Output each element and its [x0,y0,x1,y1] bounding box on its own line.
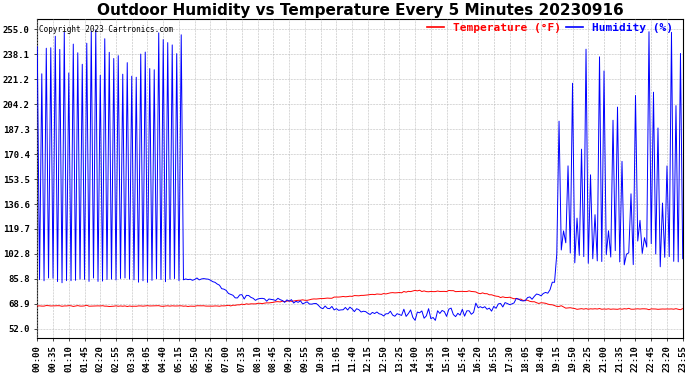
Title: Outdoor Humidity vs Temperature Every 5 Minutes 20230916: Outdoor Humidity vs Temperature Every 5 … [97,3,623,18]
Text: Copyright 2023 Cartronics.com: Copyright 2023 Cartronics.com [39,26,172,34]
Legend: Temperature (°F), Humidity (%): Temperature (°F), Humidity (%) [422,18,677,37]
